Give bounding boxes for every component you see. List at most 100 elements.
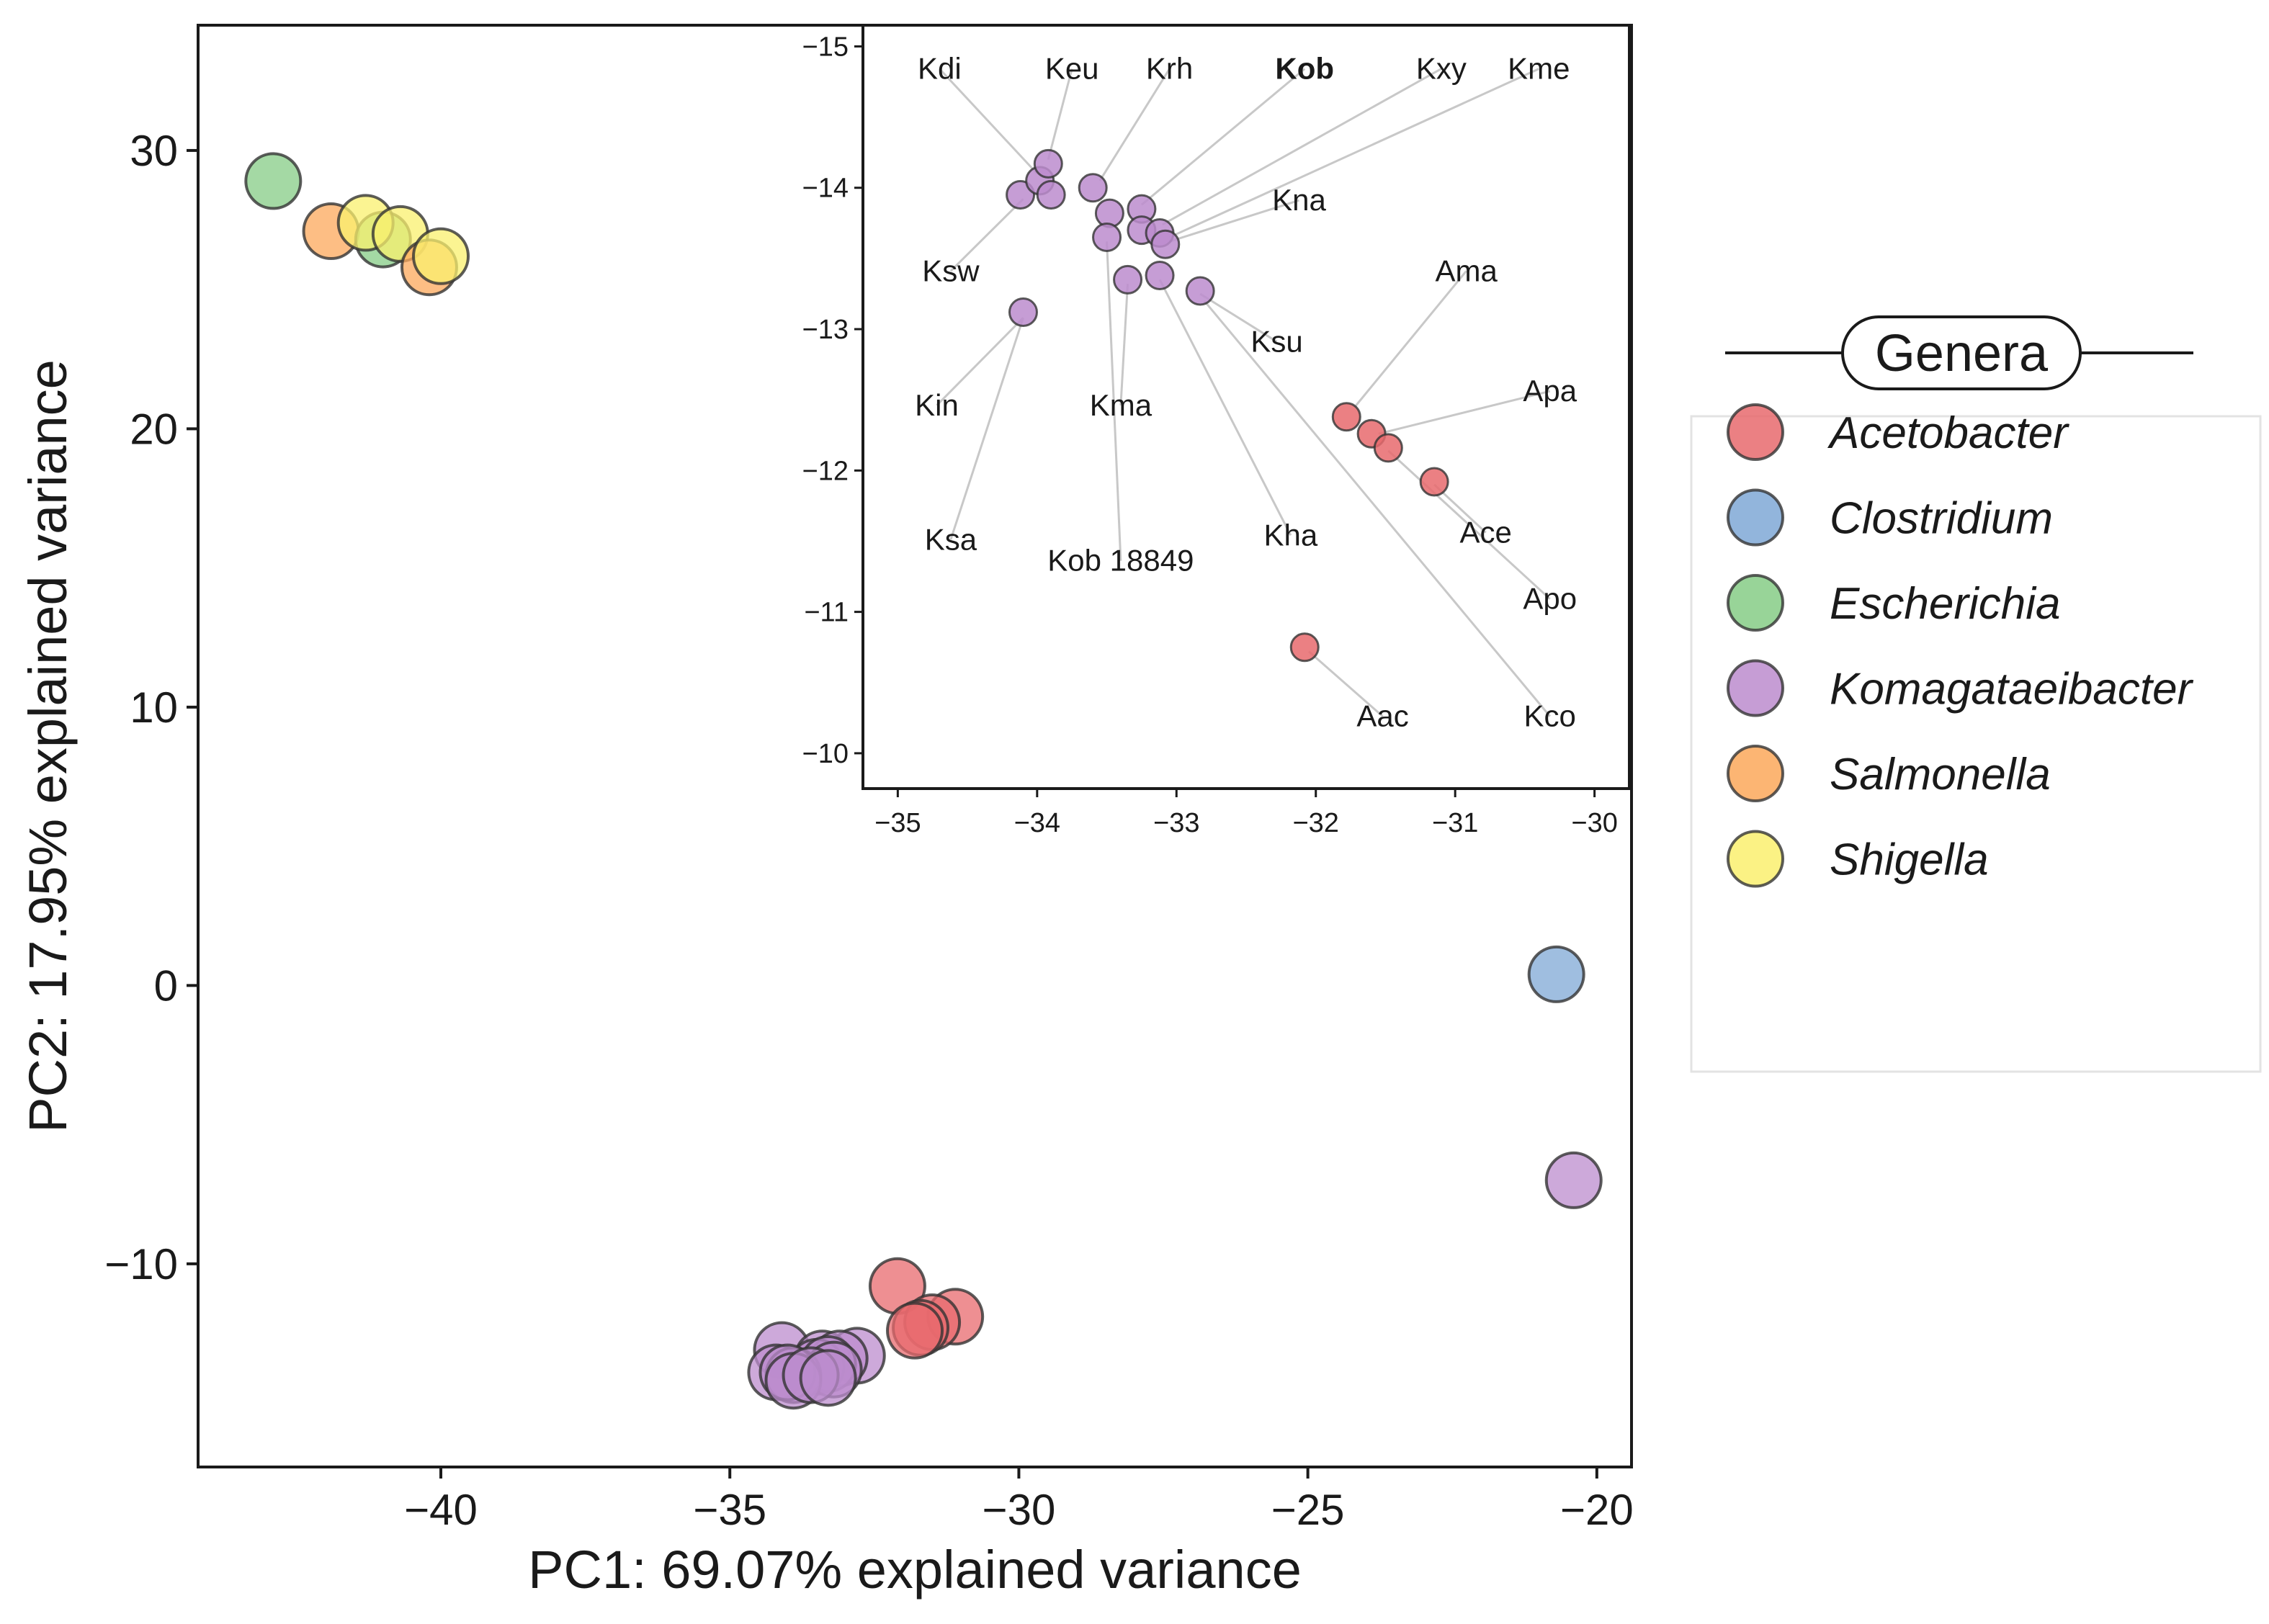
inset-label: Kha [1264, 518, 1318, 552]
inset-leader-line [936, 317, 1024, 406]
inset-x-tick-label: −32 [1292, 808, 1338, 838]
legend-label: Salmonella [1830, 750, 2051, 799]
legend-swatch [1727, 745, 1784, 802]
legend-item-komagataeibacter: Komagataeibacter [1727, 659, 2194, 717]
inset-leader-line [1047, 68, 1073, 160]
inset-x-tick-label: −33 [1153, 808, 1199, 838]
inset-label: Ksa [925, 522, 977, 556]
inset-point-acetobacter [1373, 433, 1403, 463]
inset-label: Ksw [922, 254, 980, 287]
inset-leader-line [1387, 449, 1551, 600]
inset-point-acetobacter [1289, 632, 1320, 663]
inset-leader-line [949, 198, 1024, 272]
legend-swatch [1727, 659, 1784, 717]
legend-label: Escherichia [1830, 579, 2060, 629]
inset-leader-line [1168, 68, 1539, 238]
legend-title-pill [1841, 315, 2082, 390]
y-axis-title: PC2: 17.95% explained variance [18, 359, 78, 1133]
inset-leader-line [939, 68, 1038, 175]
legend-item-clostridium: Clostridium [1727, 488, 2053, 547]
inset-point-komagataeibacter [1185, 276, 1215, 306]
inset-leader-line [1162, 68, 1442, 226]
inset-point-acetobacter [1331, 402, 1361, 432]
inset-label: Ace [1460, 515, 1512, 549]
inset-point-komagataeibacter [1008, 297, 1038, 327]
inset-y-tick-label: −12 [802, 456, 849, 486]
legend-item-escherichia: Escherichia [1727, 574, 2060, 632]
inset-label: Ama [1435, 254, 1498, 287]
legend-box [1690, 415, 2262, 1073]
legend-swatch [1727, 488, 1784, 547]
inset-label: Apa [1523, 374, 1577, 408]
inset-point-komagataeibacter [1145, 260, 1175, 290]
inset-label: Kob [1275, 52, 1334, 86]
inset-label: Aac [1356, 699, 1408, 733]
inset-label: Ksu [1250, 324, 1302, 358]
point-acetobacter [886, 1301, 944, 1360]
legend-item-salmonella: Salmonella [1727, 745, 2051, 802]
inset-label: Kin [915, 388, 959, 422]
inset-x-tick-label: −30 [1571, 808, 1617, 838]
y-tick-label: 10 [130, 683, 178, 732]
inset-leader-line [1169, 199, 1299, 243]
point-escherichia [244, 152, 303, 210]
inset-leader-line [949, 317, 1024, 540]
inset-frame [861, 24, 1631, 790]
legend-label: Acetobacter [1827, 408, 2069, 458]
inset-leader-line [1308, 650, 1384, 717]
inset-point-acetobacter [1419, 467, 1449, 497]
x-tick-label: −35 [693, 1486, 766, 1534]
y-tick-label: 0 [154, 961, 178, 1010]
x-axis-title: PC1: 69.07% explained variance [528, 1540, 1302, 1600]
legend-swatch [1727, 830, 1784, 888]
inset-label: Krh [1146, 52, 1193, 86]
inset-zoom-plot: −35 −34 −33 −32 −31 −30 −15 −14 −13 −12 −11 −10 Kdi K… [802, 24, 1631, 838]
x-tick-label: −30 [983, 1486, 1056, 1534]
point-shigella [412, 227, 470, 285]
inset-label: Kob 18849 [1047, 544, 1194, 578]
y-tick-label: 20 [130, 405, 178, 453]
inset-leader-line [1119, 284, 1129, 405]
inset-label: Kna [1272, 183, 1326, 217]
inset-leader-line [1203, 300, 1551, 717]
inset-point-komagataeibacter [1150, 229, 1181, 259]
inset-y-tick-label: −11 [804, 598, 849, 628]
inset-x-tick-label: −34 [1014, 808, 1060, 838]
legend-item-acetobacter: Acetobacter [1727, 403, 2069, 461]
inset-x-tick-label: −35 [874, 808, 921, 838]
inset-y-tick-label: −13 [802, 315, 849, 345]
x-tick-label: −25 [1271, 1486, 1345, 1534]
inset-leader-line [1158, 279, 1292, 537]
inset-leader-line [1106, 241, 1122, 561]
point-komagataeibacter [799, 1349, 857, 1407]
inset-y-tick-label: −14 [802, 174, 849, 204]
inset-leader-line [1353, 270, 1467, 408]
inset-leader-line [1199, 292, 1278, 343]
inset-y-tick-label: −15 [802, 32, 849, 62]
inset-label: Apo [1523, 582, 1577, 616]
inset-point-komagataeibacter [1113, 264, 1143, 295]
inset-point-komagataeibacter [1078, 173, 1108, 203]
main-scatter-plot: −40 −35 −30 −25 −20 −10 0 10 20 30 PC1: 69.07% exp… [18, 24, 1634, 1600]
inset-label: Kco [1524, 699, 1576, 733]
inset-point-komagataeibacter [1092, 222, 1122, 252]
inset-leader-line [1140, 68, 1306, 206]
x-tick-label: −40 [404, 1486, 478, 1534]
x-tick-label: −20 [1560, 1486, 1634, 1534]
inset-leader-line [1098, 68, 1171, 181]
inset-x-tick-label: −31 [1432, 808, 1478, 838]
legend-swatch [1727, 574, 1784, 632]
y-tick-label: 30 [130, 127, 178, 175]
inset-label: Kdi [918, 52, 962, 86]
legend-item-shigella: Shigella [1727, 830, 1989, 888]
inset-label: Keu [1045, 52, 1099, 86]
inset-point-komagataeibacter [1036, 180, 1066, 210]
inset-point-komagataeibacter [1033, 148, 1063, 179]
legend-swatch [1727, 403, 1784, 461]
inset-leader-line [1378, 390, 1551, 435]
inset-label: Kme [1508, 52, 1570, 86]
legend-label: Shigella [1830, 835, 1989, 885]
point-clostridium [1527, 945, 1585, 1003]
inset-label: Kxy [1416, 52, 1467, 86]
